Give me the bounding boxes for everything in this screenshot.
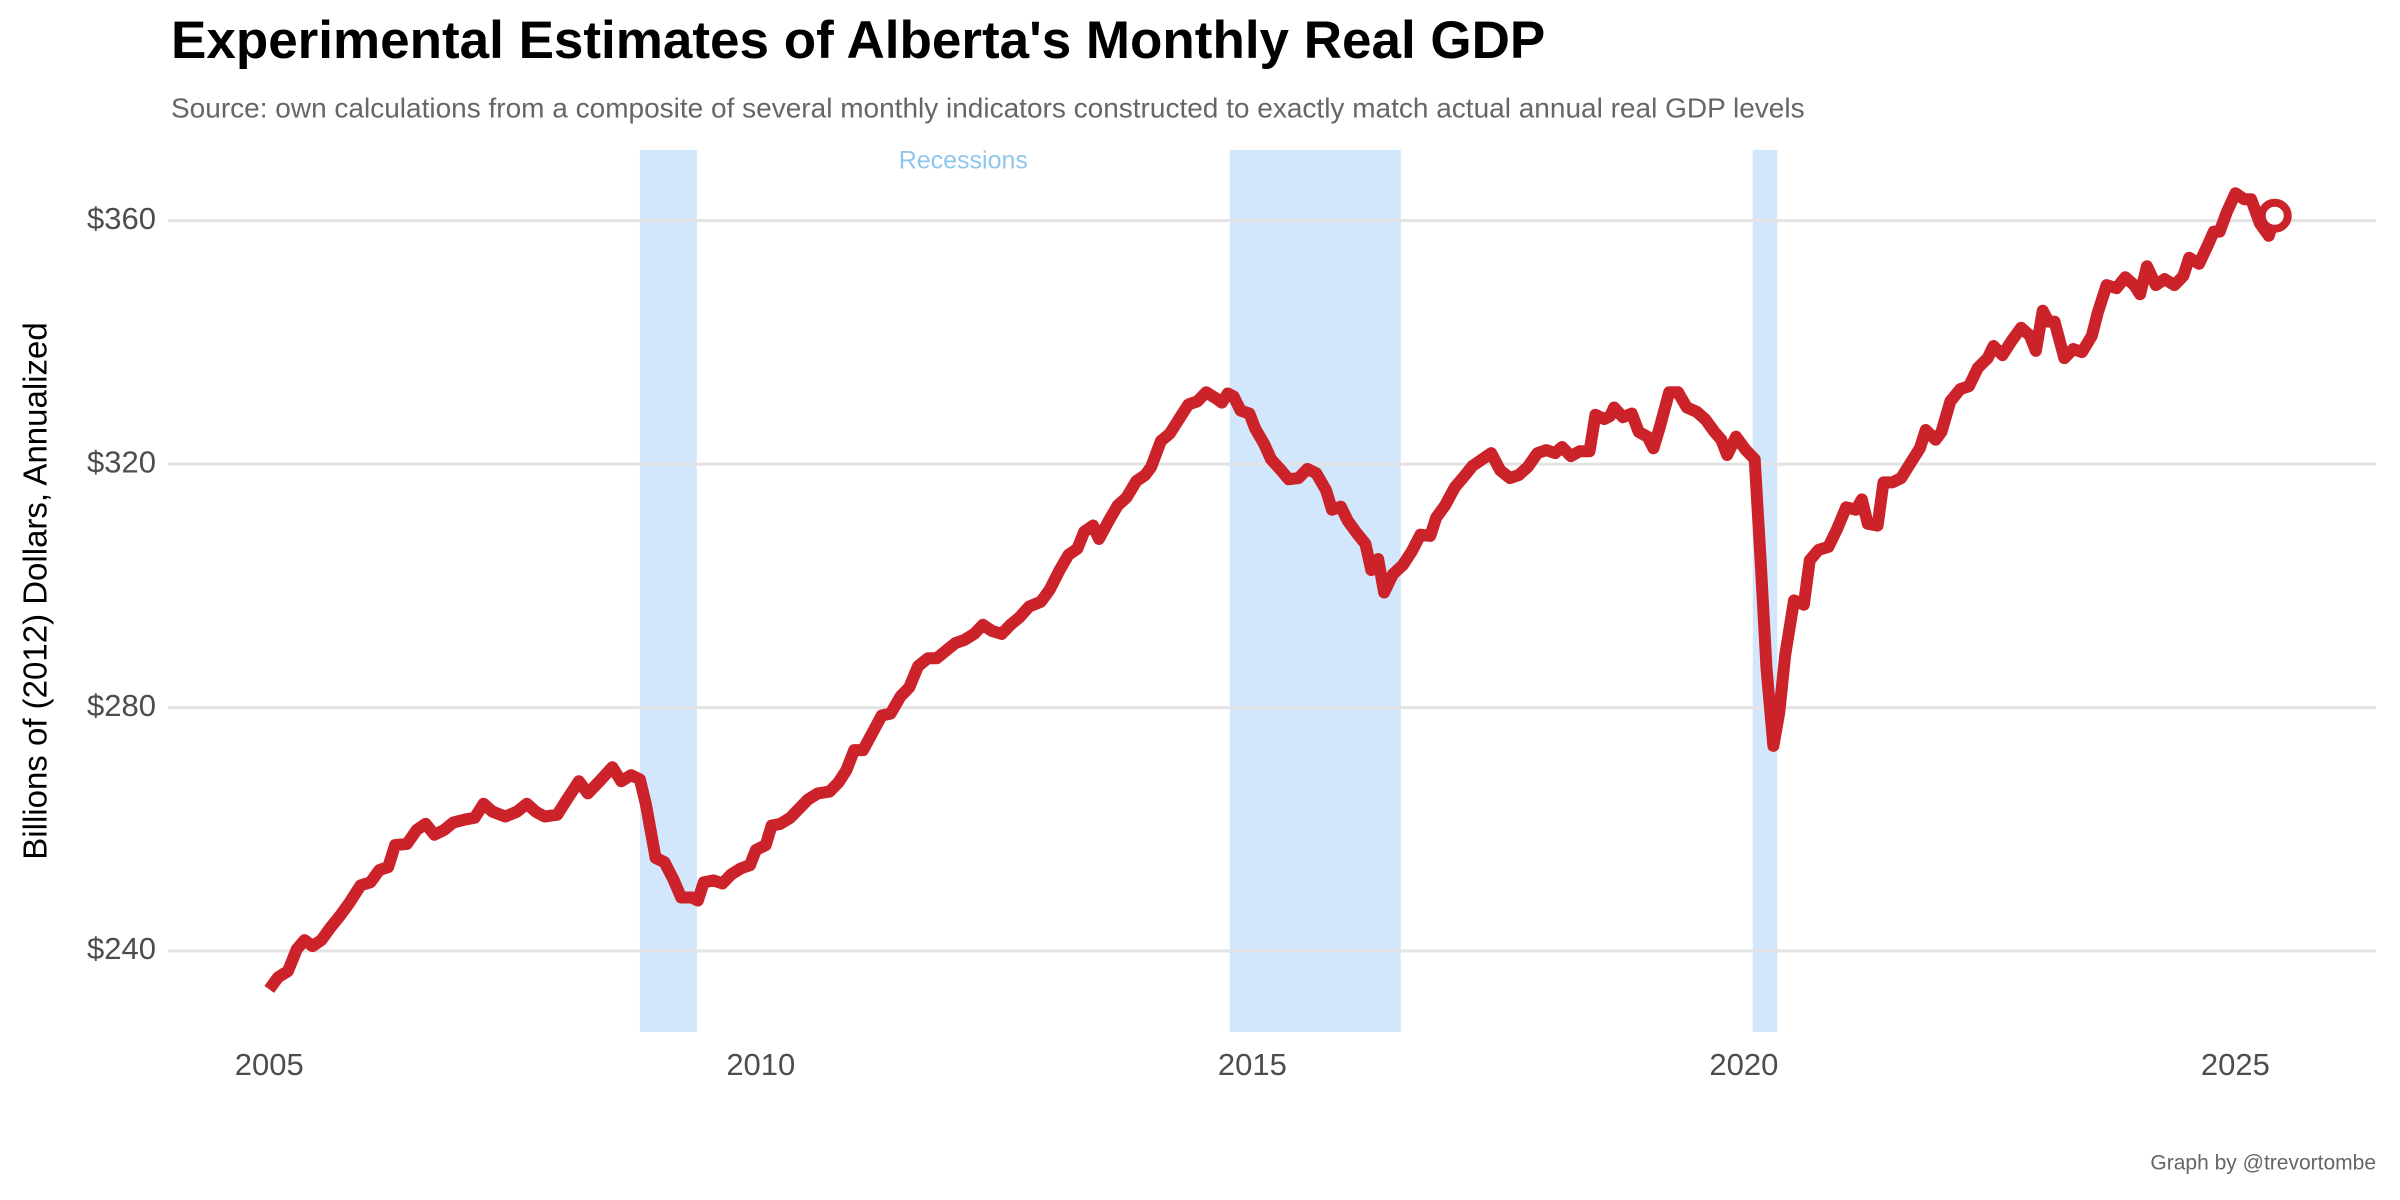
recession-label: Recessions xyxy=(899,147,1028,175)
caption: Graph by @trevortombe xyxy=(2150,1152,2376,1175)
y-tick-label: $320 xyxy=(87,444,156,479)
y-tick-label: $280 xyxy=(87,688,156,723)
recession-band xyxy=(1229,150,1401,1032)
end-marker xyxy=(2257,198,2292,233)
x-tick-label: 2005 xyxy=(235,1047,304,1082)
y-tick-label: $360 xyxy=(87,201,156,236)
data-line xyxy=(264,187,2281,993)
recession-band xyxy=(639,150,697,1032)
x-tick-label: 2020 xyxy=(1709,1047,1778,1082)
x-tick-label: 2010 xyxy=(726,1047,795,1082)
x-tick-label: 2015 xyxy=(1218,1047,1287,1082)
y-axis-title: Billions of (2012) Dollars, Annualized xyxy=(17,322,54,859)
y-tick-label: $240 xyxy=(87,931,156,966)
chart-subtitle: Source: own calculations from a composit… xyxy=(171,92,1805,123)
x-tick-label: 2025 xyxy=(2201,1047,2270,1082)
chart-title: Experimental Estimates of Alberta's Mont… xyxy=(171,11,1545,70)
